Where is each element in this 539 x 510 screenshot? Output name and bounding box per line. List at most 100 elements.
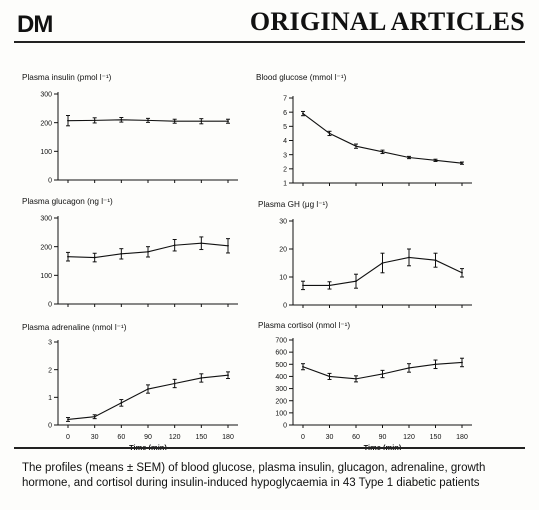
y-tick-label: 0 <box>283 423 287 430</box>
data-point <box>120 401 123 404</box>
y-tick-label: 500 <box>275 362 287 369</box>
y-tick-label: 400 <box>275 374 287 381</box>
x-tick-label: 120 <box>403 434 415 441</box>
chart-panel-3: Plasma GH (μg l⁻¹) 0 10 20 30 <box>258 200 472 310</box>
x-tick-label: 150 <box>430 434 442 441</box>
section-title: ORIGINAL ARTICLES <box>249 7 525 36</box>
chart-panel-1: Blood glucose (mmol l⁻¹) 1 2 3 4 5 6 7 <box>256 73 472 188</box>
chart-panel-2: Plasma glucagon (ng l⁻¹) 0 100 200 300 <box>22 197 238 309</box>
data-point <box>434 259 437 262</box>
data-point <box>302 365 304 368</box>
y-tick-label: 3 <box>283 152 287 159</box>
data-point <box>200 377 203 379</box>
data-point <box>408 256 410 259</box>
data-point <box>120 118 123 121</box>
x-axis-label: Time (min) <box>364 443 402 450</box>
y-tick-label: 10 <box>279 275 287 282</box>
series-line <box>302 113 463 164</box>
chart-title: Blood glucose (mmol l⁻¹) <box>256 73 347 82</box>
data-point <box>93 256 96 259</box>
x-tick-label: 60 <box>117 434 125 441</box>
y-tick-label: 20 <box>279 247 287 254</box>
data-point <box>227 120 229 123</box>
y-tick-label: 300 <box>40 92 52 99</box>
data-point <box>147 388 149 390</box>
y-tick-label: 6 <box>283 110 287 117</box>
data-point <box>200 242 203 245</box>
data-point <box>461 271 463 274</box>
y-tick-label: 200 <box>40 120 52 127</box>
y-tick-label: 100 <box>40 149 52 156</box>
data-point <box>408 367 410 369</box>
chart-title: Plasma glucagon (ng l⁻¹) <box>22 197 113 206</box>
journal-logo: DM <box>17 11 53 36</box>
y-tick-label: 2 <box>283 166 287 173</box>
figure-caption: The profiles (means ± SEM) of blood gluc… <box>22 462 486 489</box>
data-point <box>381 373 384 375</box>
journal-logo-text: DM <box>17 11 52 36</box>
x-tick-label: 30 <box>91 434 99 441</box>
y-tick-label: 300 <box>40 216 52 223</box>
data-point <box>434 363 437 366</box>
y-tick-label: 200 <box>275 398 287 405</box>
data-point <box>173 244 176 247</box>
page-header: DM ORIGINAL ARTICLES <box>0 0 539 44</box>
data-point <box>227 244 229 247</box>
data-point <box>328 284 331 287</box>
y-tick-label: 4 <box>283 138 287 145</box>
data-point <box>302 112 304 115</box>
data-point <box>328 375 331 378</box>
y-tick-label: 30 <box>279 219 287 226</box>
x-tick-label: 0 <box>66 434 70 441</box>
x-tick-label: 0 <box>301 434 305 441</box>
x-axis-label: Time (min) <box>129 443 167 450</box>
chart-title: Plasma insulin (pmol l⁻¹) <box>22 73 112 82</box>
chart-title: Plasma GH (μg l⁻¹) <box>258 200 328 209</box>
data-point <box>67 119 69 122</box>
chart-title: Plasma adrenaline (nmol l⁻¹) <box>22 323 127 332</box>
y-tick-label: 3 <box>48 340 52 347</box>
data-point <box>355 145 357 148</box>
x-tick-label: 90 <box>379 434 387 441</box>
data-point <box>200 120 203 123</box>
data-point <box>461 162 463 165</box>
y-tick-label: 100 <box>275 410 287 417</box>
x-tick-label: 150 <box>195 434 207 441</box>
data-point <box>93 119 96 122</box>
data-point <box>461 361 463 364</box>
data-point <box>173 120 176 123</box>
y-tick-label: 300 <box>275 386 287 393</box>
data-point <box>355 280 357 283</box>
hormone-profile-charts: Plasma insulin (pmol l⁻¹)0100200300Blood… <box>22 73 472 450</box>
y-tick-label: 0 <box>48 178 52 185</box>
y-tick-label: 700 <box>275 338 287 345</box>
data-point <box>93 415 96 418</box>
y-tick-label: 600 <box>275 350 287 357</box>
data-point <box>355 377 357 380</box>
x-tick-label: 180 <box>222 434 234 441</box>
series-line <box>67 374 229 421</box>
data-point <box>434 159 437 162</box>
caption-rule <box>14 447 525 449</box>
x-tick-label: 90 <box>144 434 152 441</box>
data-point <box>302 284 304 287</box>
x-tick-label: 120 <box>169 434 181 441</box>
y-tick-label: 2 <box>48 367 52 374</box>
data-point <box>408 156 410 159</box>
chart-panel-5: Plasma cortisol (nmol l⁻¹) 0 100 200 300 400 5… <box>258 321 472 450</box>
data-point <box>381 262 384 264</box>
y-tick-label: 0 <box>48 423 52 430</box>
data-point <box>67 255 69 258</box>
header-rule <box>14 41 525 43</box>
x-tick-label: 180 <box>456 434 468 441</box>
data-point <box>173 382 176 385</box>
data-point <box>147 250 149 253</box>
y-tick-label: 100 <box>40 273 52 280</box>
x-tick-label: 60 <box>352 434 360 441</box>
y-tick-label: 0 <box>283 303 287 310</box>
y-tick-label: 1 <box>283 181 287 188</box>
y-tick-label: 5 <box>283 124 287 131</box>
data-point <box>328 132 331 135</box>
chart-title: Plasma cortisol (nmol l⁻¹) <box>258 321 350 330</box>
